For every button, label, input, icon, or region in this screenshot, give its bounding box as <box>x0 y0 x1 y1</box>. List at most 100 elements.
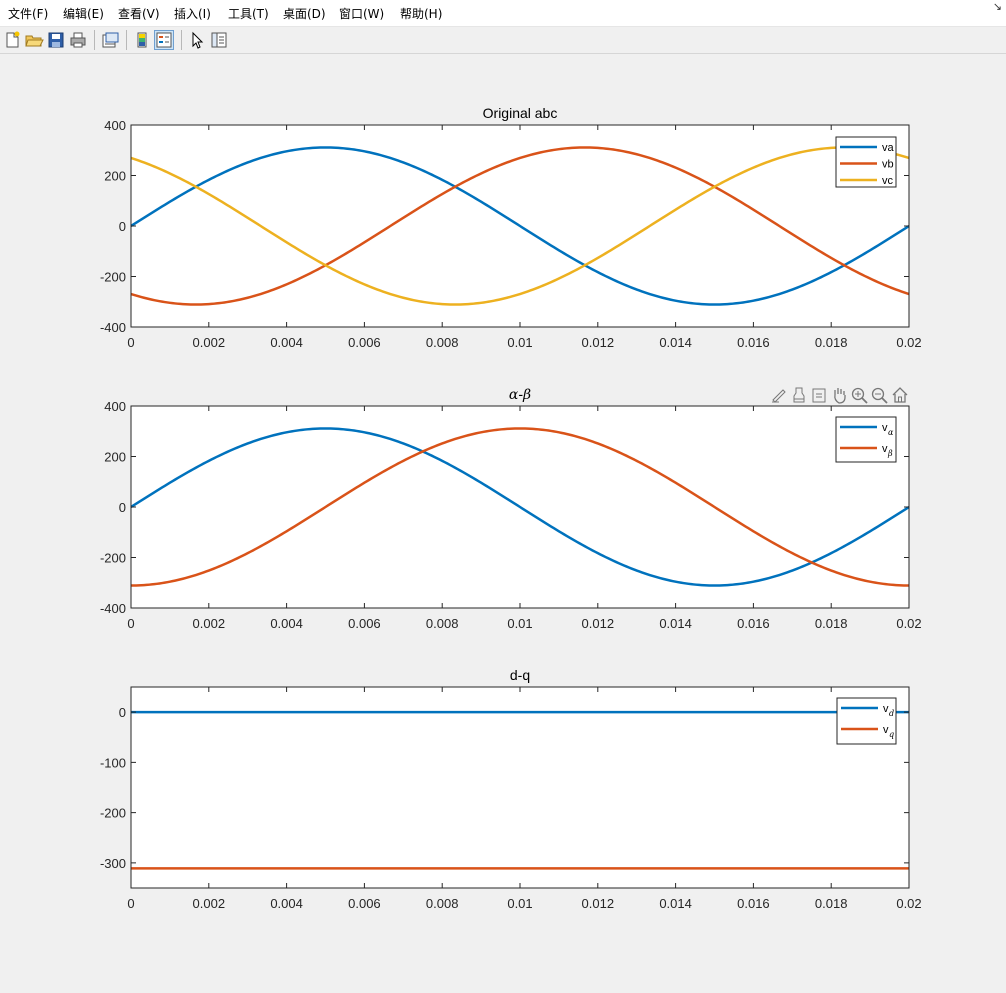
x-tick-label: 0.012 <box>582 896 615 911</box>
y-tick-label: 0 <box>119 219 126 234</box>
series-line-α[interactable] <box>130 427 910 587</box>
subplot-1: 0 0.002 0.004 0.006 0.008 0.01 0.012 0.014 0.016… <box>100 105 922 350</box>
zoom-out-icon[interactable] <box>871 387 888 404</box>
legend-entry: va <box>882 142 895 154</box>
save-icon[interactable] <box>46 30 66 50</box>
legend-entry-subscript: q <box>889 730 894 739</box>
menu-edit[interactable]: 编辑(E) <box>63 7 104 21</box>
series-line-β[interactable] <box>130 427 910 587</box>
legend-icon[interactable] <box>154 30 174 50</box>
open-file-icon[interactable] <box>24 30 44 50</box>
x-tick-label: 0.016 <box>737 335 770 350</box>
series-line-vb[interactable] <box>130 146 910 306</box>
dock-arrow-icon[interactable]: ↘ <box>992 0 1002 13</box>
menu-tools[interactable]: 工具(T) <box>228 7 269 21</box>
select-pointer-icon[interactable] <box>187 30 207 50</box>
x-tick-label: 0.006 <box>348 616 381 631</box>
restore-view-icon[interactable] <box>892 387 908 403</box>
y-tick-label: -100 <box>100 755 126 770</box>
series-line-vc[interactable] <box>130 146 910 306</box>
toolbar-separator <box>126 30 127 50</box>
plot-title: α-β <box>509 387 531 403</box>
y-tick-label: -300 <box>100 856 126 871</box>
menu-help[interactable]: 帮助(H) <box>400 7 443 21</box>
menu-window[interactable]: 窗口(W) <box>339 7 385 21</box>
colorbar-icon[interactable] <box>132 30 152 50</box>
x-tick-label: 0.01 <box>507 616 532 631</box>
legend-entry: v <box>883 703 889 715</box>
y-tick-label: 200 <box>104 450 126 465</box>
x-tick-label: 0.014 <box>659 335 692 350</box>
x-tick-label: 0.002 <box>193 896 226 911</box>
legend-entry: vb <box>882 159 894 171</box>
legend[interactable]: v dv q <box>836 697 897 745</box>
x-tick-label: 0.01 <box>507 896 532 911</box>
data-tips-icon[interactable] <box>812 388 826 403</box>
plot-title: Original abc <box>483 105 558 121</box>
zoom-in-icon[interactable] <box>851 387 868 404</box>
y-tick-label: 0 <box>119 705 126 720</box>
x-tick-label: 0.016 <box>737 616 770 631</box>
y-tick-label: -400 <box>100 320 126 335</box>
menu-file[interactable]: 文件(F) <box>8 7 49 21</box>
x-tick-label: 0.014 <box>659 896 692 911</box>
x-tick-label: 0.004 <box>270 896 303 911</box>
x-tick-label: 0.02 <box>896 896 921 911</box>
edit-plot-icon[interactable] <box>772 389 786 403</box>
pan-hand-icon[interactable] <box>834 388 846 404</box>
x-tick-label: 0.002 <box>193 616 226 631</box>
legend-box <box>836 697 897 745</box>
x-tick-label: 0.012 <box>582 616 615 631</box>
subplot-3: 0 0.002 0.004 0.006 0.008 0.01 0.012 0.014 0.016… <box>100 667 922 911</box>
x-tick-label: 0.004 <box>270 335 303 350</box>
legend-entry: v <box>883 724 889 736</box>
y-tick-label: -400 <box>100 601 126 616</box>
menu-view[interactable]: 查看(V) <box>118 7 160 21</box>
series-line-va[interactable] <box>130 146 910 306</box>
x-tick-label: 0.014 <box>659 616 692 631</box>
y-tick-label: -200 <box>100 551 126 566</box>
x-tick-label: 0.006 <box>348 896 381 911</box>
x-tick-label: 0 <box>127 616 134 631</box>
plot-area: 0 0.002 0.004 0.006 0.008 0.01 0.012 0.014 0.016… <box>100 105 922 911</box>
property-inspector-icon[interactable] <box>209 30 229 50</box>
y-tick-label: -200 <box>100 270 126 285</box>
axes-background <box>131 687 909 888</box>
toolbar-separator <box>181 30 182 50</box>
subplot-2: 0 0.002 0.004 0.006 0.008 0.01 0.012 0.014 0.016… <box>100 387 922 631</box>
figure-toolbar <box>0 27 1006 54</box>
x-tick-label: 0.01 <box>507 335 532 350</box>
y-tick-label: 400 <box>104 118 126 133</box>
legend-entry: v <box>882 443 888 455</box>
x-tick-label: 0.004 <box>270 616 303 631</box>
x-tick-label: 0.008 <box>426 335 459 350</box>
menu-desktop[interactable]: 桌面(D) <box>283 7 326 21</box>
x-tick-label: 0.002 <box>193 335 226 350</box>
x-tick-label: 0.018 <box>815 616 848 631</box>
legend-entry-subscript: β <box>887 449 893 458</box>
print-icon[interactable] <box>68 30 88 50</box>
print-preview-icon[interactable] <box>100 30 120 50</box>
legend[interactable]: va vb vc <box>835 136 897 188</box>
x-tick-label: 0.008 <box>426 616 459 631</box>
y-tick-label: 400 <box>104 399 126 414</box>
x-tick-label: 0.006 <box>348 335 381 350</box>
legend[interactable]: v αv β <box>835 416 897 463</box>
legend-box <box>835 136 897 188</box>
legend-box <box>835 416 897 463</box>
new-figure-icon[interactable] <box>2 30 22 50</box>
legend-entry: vc <box>882 175 894 187</box>
x-tick-label: 0.018 <box>815 335 848 350</box>
legend-entry: v <box>882 422 888 434</box>
x-tick-label: 0.008 <box>426 896 459 911</box>
menu-insert[interactable]: 插入(I) <box>174 7 211 21</box>
x-tick-label: 0.012 <box>582 335 615 350</box>
brush-icon[interactable] <box>793 387 805 403</box>
toolbar-separator <box>94 30 95 50</box>
y-tick-label: 200 <box>104 169 126 184</box>
menu-bar: 文件(F) 编辑(E) 查看(V) 插入(I) 工具(T) 桌面(D) 窗口(W… <box>0 0 1006 27</box>
axes-toolbar <box>772 387 908 404</box>
x-tick-label: 0.02 <box>896 335 921 350</box>
plot-title: d-q <box>510 667 530 683</box>
